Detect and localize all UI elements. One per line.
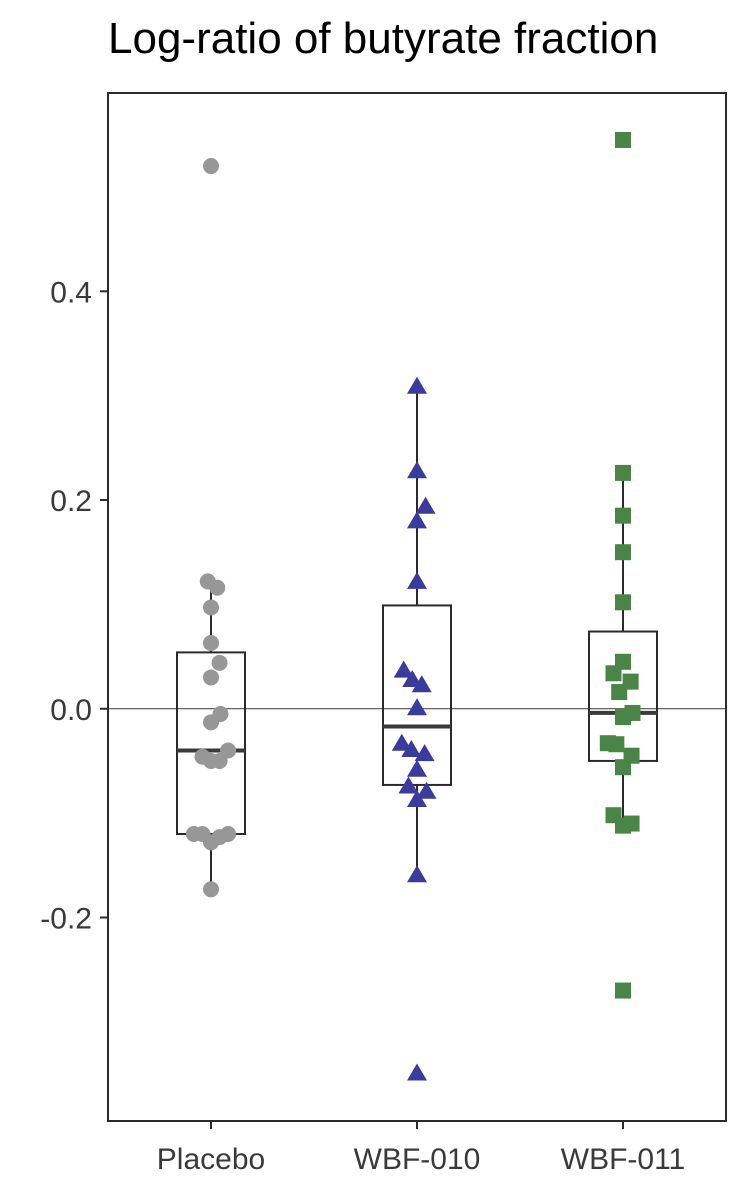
data-point [615,817,631,834]
data-point [401,739,422,757]
wbf-010-box [382,604,452,786]
data-point [608,736,625,753]
data-point [203,599,219,616]
data-point [393,660,414,678]
data-point [411,675,432,693]
data-point [615,507,631,524]
placebo-box [176,651,246,835]
data-point [615,709,631,726]
y-tick-label: 0.0 [50,694,92,727]
y-tick-label: 0.4 [50,276,92,309]
data-point [414,744,435,762]
data-point [211,654,228,671]
data-point [407,571,427,589]
data-point [407,1063,427,1081]
data-point [203,669,219,686]
data-point [615,464,631,481]
data-point [416,781,437,799]
data-point [203,834,219,851]
data-point [415,496,436,514]
plot-frame [107,92,727,1122]
data-point [615,982,631,999]
data-point [615,594,631,611]
data-point [209,579,226,596]
x-tick-label: Placebo [157,1143,265,1176]
x-tick-label: WBF-010 [354,1143,481,1176]
data-point [203,714,219,731]
data-point [407,461,427,479]
data-point [211,752,228,769]
data-point [615,544,631,561]
chart-title: Log-ratio of butyrate fraction [108,14,659,63]
data-point [407,865,427,883]
data-point [203,635,219,652]
y-tick-label: -0.2 [40,902,92,935]
data-point [391,733,412,751]
data-point [615,131,631,148]
data-point [407,376,427,394]
x-tick-label: WBF-011 [561,1143,685,1176]
y-tick-label: 0.2 [50,485,92,518]
data-point [203,881,219,898]
data-point [407,698,427,716]
data-point [615,759,631,776]
data-point [398,776,419,794]
data-point [402,670,423,688]
data-point [611,684,628,701]
data-point [203,158,219,175]
data-point [615,653,631,670]
data-point [407,790,427,808]
data-point [407,511,427,529]
data-point [407,759,427,777]
